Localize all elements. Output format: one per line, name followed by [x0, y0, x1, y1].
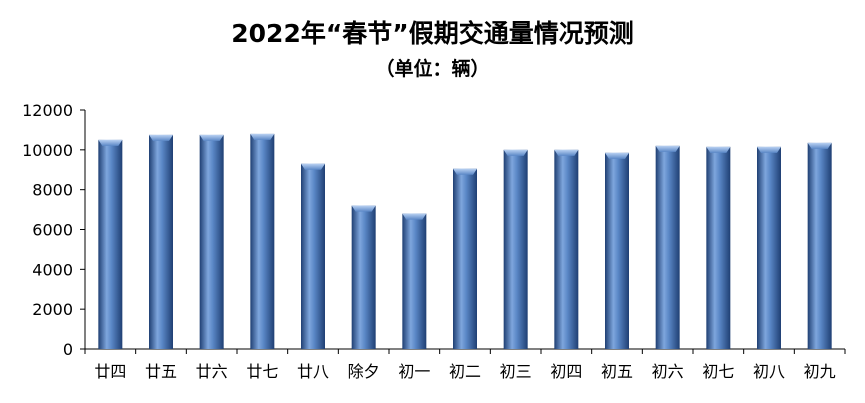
x-tick-label: 廿八 [297, 362, 329, 381]
x-tick-label: 初四 [550, 362, 582, 381]
x-tick-label: 除夕 [348, 362, 380, 381]
labels: 020004000600080001000012000廿四 廿五 廿六 廿七 廿八 除夕初… [22, 101, 836, 381]
bars [98, 133, 832, 349]
x-tick-label: 廿五 [145, 362, 177, 381]
y-tick-label: 0 [63, 340, 73, 359]
bar [199, 134, 224, 349]
bar-cap [554, 149, 579, 156]
bar [402, 213, 427, 349]
y-tick-label: 4000 [32, 260, 73, 279]
bar [655, 145, 680, 349]
bar [250, 133, 275, 349]
x-tick-label: 初六 [652, 362, 684, 381]
bar [351, 205, 376, 349]
bar-cap [98, 139, 123, 146]
y-tick-label: 2000 [32, 300, 73, 319]
x-tick-label: 初三 [500, 362, 532, 381]
bar [453, 168, 477, 349]
x-tick-label: 初八 [753, 362, 785, 381]
x-tick-label: 廿七 [246, 362, 278, 381]
bar [554, 149, 579, 349]
bar-cap [757, 146, 781, 153]
bar [807, 142, 832, 349]
y-tick-label: 8000 [32, 181, 73, 200]
bar-cap [807, 142, 832, 149]
bar [503, 149, 528, 349]
bar [301, 163, 325, 349]
bar-cap [301, 163, 325, 170]
x-tick-label: 初二 [449, 362, 481, 381]
bar [149, 134, 173, 349]
bar-cap [199, 134, 224, 141]
bar-cap [655, 145, 680, 152]
bar-cap [706, 146, 731, 153]
bar [706, 146, 731, 349]
y-tick-label: 10000 [22, 141, 73, 160]
bar [757, 146, 781, 349]
x-tick-label: 初七 [702, 362, 734, 381]
x-tick-label: 廿四 [94, 362, 126, 381]
bar-cap [503, 149, 528, 156]
y-tick-label: 6000 [32, 221, 73, 240]
bar-cap [250, 133, 275, 140]
bar-cap [149, 134, 173, 141]
x-tick-label: 初一 [398, 362, 430, 381]
y-tick-label: 12000 [22, 101, 73, 120]
x-tick-label: 初五 [601, 362, 633, 381]
bar [605, 152, 629, 349]
bar-cap [453, 168, 477, 175]
x-tick-label: 廿六 [196, 362, 228, 381]
bar-cap [402, 213, 427, 220]
bar [98, 139, 123, 349]
chart-subtitle: （单位：辆） [375, 58, 490, 80]
bar-cap [351, 205, 376, 212]
x-tick-label: 初九 [804, 362, 836, 381]
chart-title: 2022年“春节”假期交通量情况预测 [231, 19, 634, 48]
bar-cap [605, 152, 629, 159]
